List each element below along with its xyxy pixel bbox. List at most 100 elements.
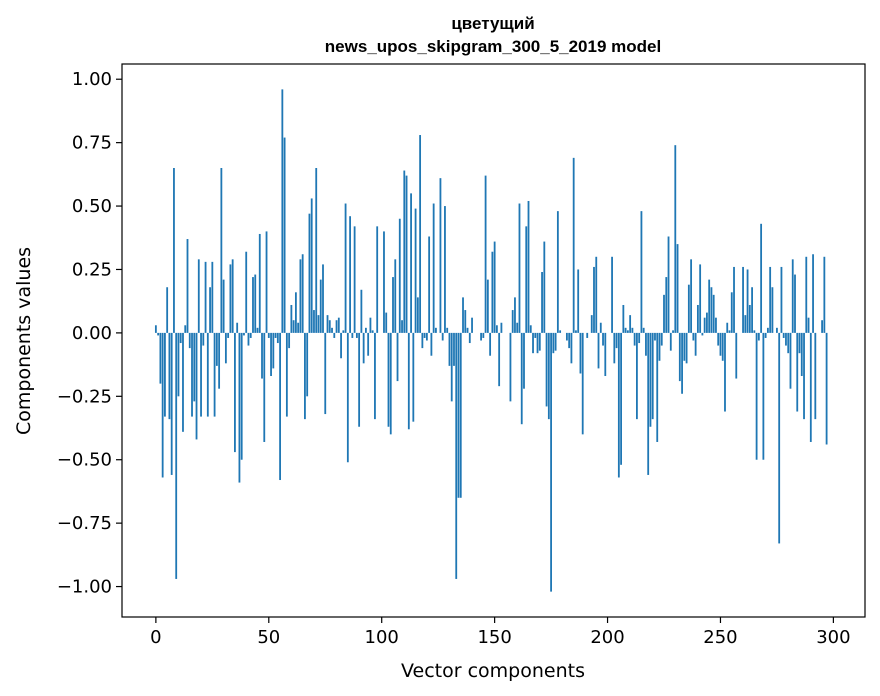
bar bbox=[376, 226, 379, 333]
bar bbox=[154, 325, 157, 333]
x-tick-label: 100 bbox=[365, 627, 399, 648]
bar bbox=[195, 332, 198, 440]
bar bbox=[283, 137, 286, 333]
bar bbox=[292, 320, 295, 333]
bar bbox=[471, 317, 473, 333]
bar bbox=[484, 175, 487, 333]
bar bbox=[550, 332, 552, 592]
bar bbox=[735, 332, 738, 379]
bar bbox=[730, 292, 733, 333]
x-tick-label: 200 bbox=[590, 627, 624, 648]
bar bbox=[401, 320, 403, 333]
bar bbox=[500, 322, 503, 333]
bar bbox=[304, 332, 306, 420]
bar bbox=[699, 264, 702, 333]
bar bbox=[757, 332, 760, 341]
bar bbox=[665, 277, 668, 333]
bar bbox=[807, 317, 810, 333]
bar bbox=[742, 266, 744, 333]
bar bbox=[184, 325, 187, 333]
bar bbox=[365, 327, 367, 333]
bar bbox=[317, 315, 320, 333]
bar bbox=[728, 330, 731, 333]
bar bbox=[351, 332, 354, 338]
y-tick-label: 0.50 bbox=[72, 196, 112, 217]
y-tick-label: −1.00 bbox=[57, 577, 112, 598]
bar bbox=[220, 168, 223, 333]
bar bbox=[403, 170, 406, 333]
bar bbox=[308, 213, 311, 333]
bar bbox=[640, 211, 643, 333]
bar bbox=[516, 322, 519, 333]
bar bbox=[464, 310, 467, 333]
bar bbox=[538, 332, 541, 351]
bar bbox=[568, 332, 571, 349]
bar bbox=[798, 332, 801, 354]
bar bbox=[428, 236, 431, 333]
bar bbox=[276, 332, 279, 344]
bar bbox=[575, 330, 577, 333]
bar bbox=[617, 332, 620, 478]
bar bbox=[595, 256, 598, 333]
bar bbox=[270, 332, 272, 377]
bar bbox=[554, 332, 557, 351]
bar bbox=[636, 332, 638, 420]
bar bbox=[480, 332, 482, 341]
bar bbox=[394, 259, 397, 333]
bar bbox=[615, 332, 618, 349]
bar bbox=[444, 206, 446, 333]
bar bbox=[701, 332, 704, 336]
bar bbox=[200, 332, 202, 417]
bar bbox=[766, 327, 769, 333]
bar bbox=[805, 256, 808, 333]
plot-frame bbox=[121, 63, 866, 618]
bar bbox=[649, 332, 652, 427]
bar bbox=[392, 277, 394, 333]
bar bbox=[177, 332, 180, 397]
y-axis-label: Components values bbox=[13, 247, 35, 435]
x-tick-label: 250 bbox=[703, 627, 737, 648]
bar bbox=[367, 332, 370, 356]
bar bbox=[769, 266, 772, 333]
bar bbox=[224, 332, 227, 364]
bar bbox=[371, 330, 374, 333]
bar bbox=[534, 332, 537, 338]
bar bbox=[547, 332, 550, 420]
bar bbox=[760, 223, 763, 333]
bar bbox=[258, 233, 261, 333]
bar bbox=[245, 251, 248, 333]
bar bbox=[346, 332, 349, 463]
bar bbox=[706, 312, 708, 333]
bar bbox=[631, 327, 634, 333]
bar bbox=[421, 332, 424, 349]
bar bbox=[814, 332, 817, 420]
y-axis: −1.00 −0.75 −0.50 −0.25 0.00 0.25 0.50 0.75 1.00 bbox=[57, 69, 122, 598]
bar bbox=[658, 332, 661, 361]
bar bbox=[708, 279, 711, 333]
bar bbox=[297, 322, 300, 333]
bar bbox=[778, 332, 781, 544]
bar bbox=[238, 332, 241, 483]
bar bbox=[552, 332, 555, 354]
bar bbox=[186, 239, 189, 333]
bar bbox=[358, 332, 361, 427]
bar bbox=[324, 332, 327, 415]
bar bbox=[435, 327, 437, 333]
bar bbox=[301, 254, 304, 333]
bar bbox=[234, 332, 236, 453]
bar bbox=[410, 193, 412, 333]
bar bbox=[313, 310, 315, 333]
bar bbox=[281, 89, 284, 333]
bar bbox=[794, 274, 796, 333]
bar bbox=[683, 332, 686, 361]
bar bbox=[669, 332, 672, 351]
bar bbox=[209, 287, 211, 333]
bar bbox=[416, 297, 419, 333]
bar bbox=[218, 332, 221, 389]
bar bbox=[672, 330, 674, 333]
bar bbox=[231, 259, 234, 333]
bar bbox=[782, 332, 785, 338]
bar bbox=[387, 332, 390, 427]
bar bbox=[430, 332, 433, 356]
bar bbox=[642, 327, 645, 333]
